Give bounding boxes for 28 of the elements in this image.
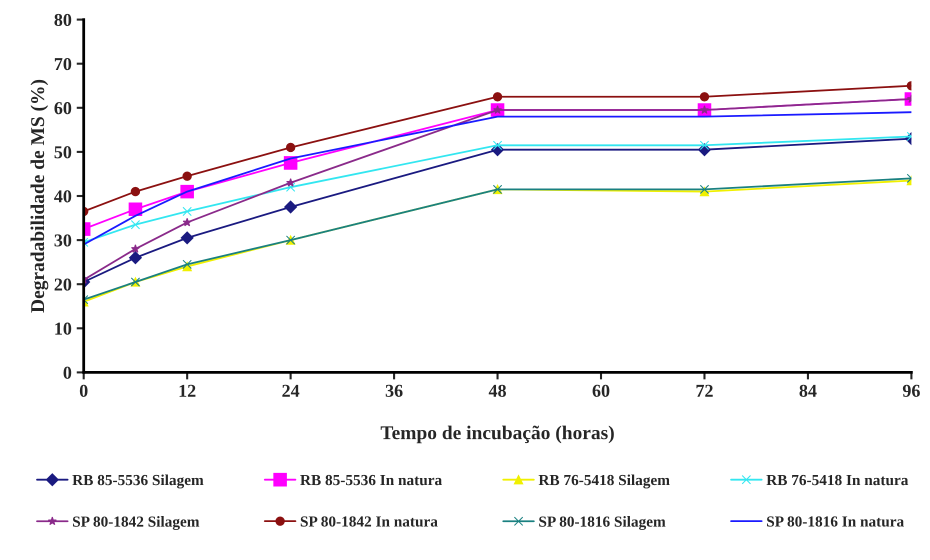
x-tick-label: 12 — [180, 384, 196, 397]
y-tick-label: 50 — [54, 146, 72, 158]
y-tick-label: 10 — [55, 322, 72, 335]
x-tick-label: 60 — [592, 384, 610, 397]
y-tick-label: 60 — [54, 102, 72, 114]
legend-label: RB 85-5536 In natura — [300, 474, 442, 486]
x-tick-label: 36 — [386, 384, 403, 397]
x-tick-label: 48 — [488, 384, 506, 397]
legend-label: SP 80-1842 In natura — [300, 516, 438, 527]
legend-label: RB 76-5418 In natura — [766, 474, 908, 486]
legend-label: SP 80-1842 Silagem — [72, 516, 200, 530]
legend-label: RB 85-5536 Silagem — [72, 474, 204, 488]
legend-label: SP 80-1816 In natura — [767, 516, 904, 527]
x-axis-title: Tempo de incubação (horas) — [380, 426, 614, 444]
y-tick-label: 0 — [64, 366, 72, 379]
y-axis-title: Degradabilidade de MS (%) — [30, 80, 48, 313]
y-tick-label: 30 — [54, 234, 72, 247]
y-tick-label: 70 — [54, 58, 72, 70]
y-tick-label: 80 — [54, 14, 72, 26]
x-tick-label: 24 — [282, 384, 300, 397]
x-tick-label: 84 — [800, 384, 817, 397]
x-tick-label: 96 — [902, 384, 920, 397]
x-tick-label: 0 — [80, 384, 88, 397]
legend-label: RB 76-5418 Silagem — [538, 474, 670, 488]
y-tick-label: 40 — [54, 190, 72, 202]
legend-label: SP 80-1816 Silagem — [539, 516, 666, 530]
x-tick-label: 72 — [696, 384, 713, 397]
y-tick-label: 20 — [54, 278, 72, 291]
